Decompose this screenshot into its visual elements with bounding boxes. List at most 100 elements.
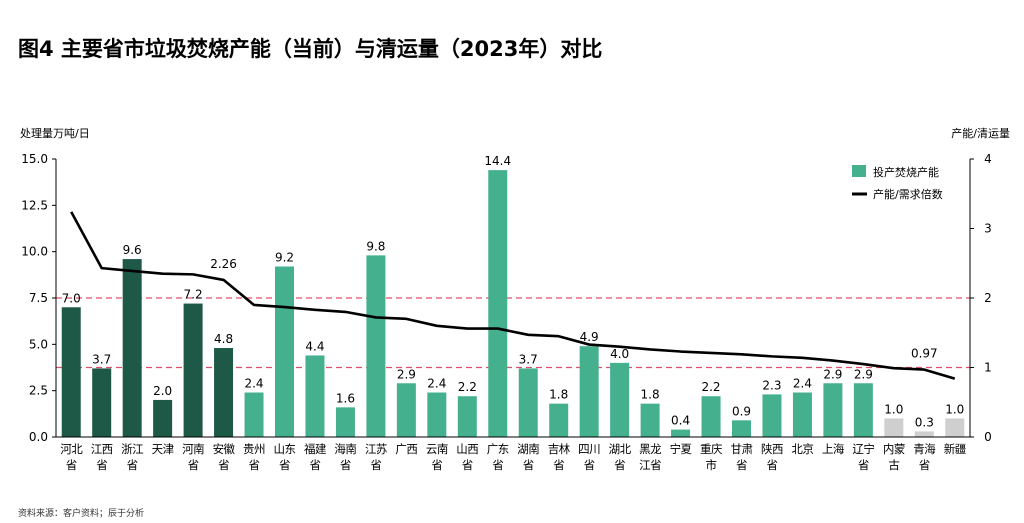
category-label: 省 (766, 458, 777, 472)
legend: 投产焚烧产能 产能/需求倍数 (852, 165, 943, 201)
left-tick-label: 5.0 (29, 337, 48, 351)
category-label: 江苏 (365, 442, 387, 456)
category-label: 省 (370, 458, 381, 472)
bar (701, 396, 721, 437)
category-label: 江西 (91, 442, 113, 456)
bar (275, 266, 294, 437)
category-label: 安徽 (213, 442, 236, 456)
legend-line-label: 产能/需求倍数 (873, 187, 943, 201)
bar (122, 259, 142, 437)
bar-value-label: 14.4 (484, 154, 511, 168)
bar-value-label: 2.9 (397, 367, 416, 381)
bar-value-label: 1.0 (945, 402, 964, 416)
category-label: 省 (736, 458, 747, 472)
category-label: 海南 (334, 442, 356, 456)
category-label: 黑龙 (639, 442, 662, 456)
bar-value-label: 2.9 (854, 367, 873, 381)
category-label: 省 (96, 458, 107, 472)
category-label: 贵州 (243, 442, 265, 456)
bar (945, 418, 965, 437)
category-label: 新疆 (944, 442, 967, 456)
bar-value-label: 1.0 (884, 402, 903, 416)
bars-layer (61, 170, 965, 437)
bar (366, 255, 386, 437)
bar-value-label: 2.2 (701, 380, 720, 394)
left-tick-label: 2.5 (29, 384, 48, 398)
bar (640, 403, 660, 437)
category-label: 福建 (304, 442, 327, 456)
bar-value-label: 4.0 (610, 347, 629, 361)
bar-value-label: 4.4 (305, 339, 324, 353)
category-label: 省 (249, 458, 260, 472)
bar-value-label: 2.4 (427, 377, 446, 391)
right-axis-label: 产能/清运量 (951, 126, 1010, 140)
source-note: 资料来源：客户资料；辰于分析 (18, 509, 145, 519)
category-label: 青海 (913, 442, 936, 456)
category-label: 四川 (578, 442, 600, 456)
category-label: 重庆 (700, 442, 723, 456)
bar (153, 399, 173, 437)
category-label: 湖北 (609, 442, 632, 456)
bar (579, 346, 599, 437)
left-tick-label: 15.0 (21, 152, 48, 166)
category-label: 宁夏 (670, 442, 693, 456)
bar (92, 368, 112, 437)
bar-value-label: 1.8 (549, 388, 568, 402)
bar (183, 303, 203, 437)
bar-value-label: 2.4 (244, 377, 263, 391)
line-value-label: 0.97 (911, 347, 938, 361)
bar-value-label: 2.9 (823, 367, 842, 381)
category-label: 吉林 (548, 442, 571, 456)
bar-value-label: 2.0 (153, 384, 172, 398)
bar (427, 392, 447, 437)
bar-value-label: 1.6 (336, 391, 355, 405)
category-label: 省 (919, 458, 930, 472)
line-value-label: 2.26 (210, 257, 237, 271)
grid-layer (56, 297, 970, 369)
category-label: 古 (888, 458, 899, 472)
bar (792, 392, 812, 437)
category-label: 天津 (152, 442, 174, 456)
category-label: 省 (431, 458, 442, 472)
category-label: 省 (858, 458, 869, 472)
category-label: 省 (127, 458, 138, 472)
category-label: 云南 (426, 442, 448, 456)
category-label: 省 (309, 458, 320, 472)
bar (396, 383, 416, 437)
bar (823, 383, 843, 437)
bar-value-label: 3.7 (519, 352, 538, 366)
category-label: 广东 (487, 442, 509, 456)
category-label: 市 (706, 458, 717, 472)
left-tick-label: 0.0 (29, 430, 48, 444)
right-tick-label: 1 (984, 361, 992, 375)
left-axis-label: 处理量万吨/日 (20, 127, 90, 140)
category-label: 山东 (274, 442, 296, 456)
chart-title: 图4 主要省市垃圾焚烧产能（当前）与清运量（2023年）对比 (18, 37, 603, 61)
bar-value-label: 0.3 (915, 415, 934, 429)
category-label: 省 (66, 458, 77, 472)
bar (853, 383, 873, 437)
bar (335, 407, 355, 437)
bar-value-label: 2.4 (793, 377, 812, 391)
category-label: 省 (492, 458, 503, 472)
bar-value-label: 9.8 (366, 239, 385, 253)
bar-value-label: 2.2 (458, 380, 477, 394)
category-label: 省 (340, 458, 351, 472)
bar (884, 418, 904, 437)
bar-value-label: 3.7 (92, 352, 111, 366)
bar-value-label: 2.3 (762, 378, 781, 392)
bar (244, 392, 264, 437)
axes-layer: 0.02.55.07.510.012.515.001234河北省江西省浙江省天津… (21, 152, 992, 472)
category-label: 省 (218, 458, 229, 472)
category-label: 广西 (395, 442, 417, 456)
category-label: 浙江 (121, 442, 144, 456)
right-tick-label: 2 (984, 291, 992, 305)
category-label: 山西 (456, 442, 478, 456)
category-label: 内蒙 (883, 442, 905, 456)
bar (610, 362, 630, 437)
category-label: 省 (279, 458, 290, 472)
category-label: 省 (553, 458, 564, 472)
bar (488, 170, 508, 437)
category-label: 北京 (791, 442, 813, 456)
